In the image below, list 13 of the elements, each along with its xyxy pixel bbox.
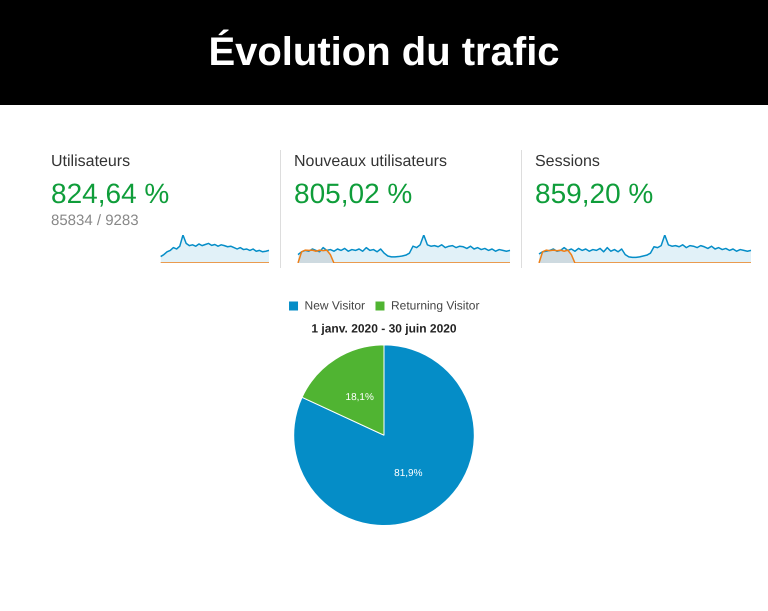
text: 824,64 % [51,178,170,210]
text: 805,02 % [294,178,412,210]
text: Évolution du trafic [208,30,560,75]
data-label: 81,9% [394,468,423,479]
legend-label: New Visitor [304,298,365,312]
chart-title: Utilisateurs [51,153,130,171]
data-label: 18,1% [346,392,374,403]
chart-title: Sessions [535,153,600,171]
text: 859,20 % [535,178,654,210]
legend-label: Returning Visitor [390,298,480,312]
chart-title: Nouveaux utilisateurs [294,153,447,171]
text: 85834 / 9283 [51,212,139,229]
text: 1 janv. 2020 - 30 juin 2020 [311,322,457,336]
